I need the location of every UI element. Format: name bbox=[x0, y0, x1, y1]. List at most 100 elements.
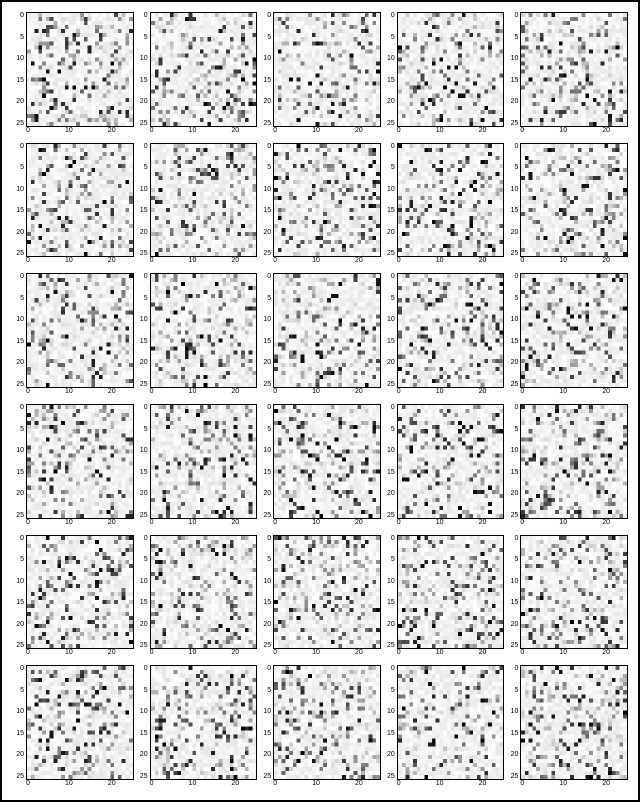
subplot: 051015202501020 bbox=[12, 273, 134, 398]
x-tick: 0 bbox=[273, 127, 277, 134]
x-tick: 0 bbox=[26, 127, 30, 134]
y-tick: 0 bbox=[136, 404, 148, 411]
plot-area: 0510152025 bbox=[136, 12, 258, 127]
y-axis: 0510152025 bbox=[383, 535, 397, 650]
x-axis: 01020 bbox=[506, 127, 628, 137]
y-tick: 15 bbox=[12, 599, 24, 606]
x-axis: 01020 bbox=[12, 127, 134, 137]
y-tick: 5 bbox=[506, 687, 518, 694]
x-axis: 01020 bbox=[136, 388, 258, 398]
y-tick: 15 bbox=[259, 338, 271, 345]
y-tick: 25 bbox=[136, 773, 148, 780]
x-tick: 0 bbox=[150, 780, 154, 787]
heatmap bbox=[150, 404, 258, 519]
y-tick: 0 bbox=[383, 665, 395, 672]
x-axis: 01020 bbox=[136, 257, 258, 267]
y-tick: 25 bbox=[136, 642, 148, 649]
x-tick: 20 bbox=[602, 257, 610, 264]
heatmap-canvas bbox=[398, 274, 504, 387]
y-tick: 5 bbox=[259, 556, 271, 563]
y-tick: 20 bbox=[136, 490, 148, 497]
x-tick: 10 bbox=[559, 257, 567, 264]
y-tick: 20 bbox=[136, 621, 148, 628]
y-tick: 5 bbox=[383, 164, 395, 171]
subplot: 051015202501020 bbox=[136, 535, 258, 660]
x-tick: 10 bbox=[65, 649, 73, 656]
x-tick: 20 bbox=[108, 649, 116, 656]
y-tick: 15 bbox=[383, 77, 395, 84]
x-tick: 10 bbox=[436, 127, 444, 134]
x-tick: 0 bbox=[26, 388, 30, 395]
x-tick: 10 bbox=[436, 519, 444, 526]
y-tick: 25 bbox=[259, 120, 271, 127]
y-axis: 0510152025 bbox=[506, 143, 520, 258]
y-axis: 0510152025 bbox=[383, 273, 397, 388]
y-tick: 0 bbox=[136, 665, 148, 672]
plot-area: 0510152025 bbox=[259, 404, 381, 519]
y-tick: 0 bbox=[259, 404, 271, 411]
y-tick: 15 bbox=[383, 207, 395, 214]
x-tick: 10 bbox=[312, 127, 320, 134]
y-axis: 0510152025 bbox=[259, 273, 273, 388]
subplot: 051015202501020 bbox=[259, 665, 381, 790]
x-axis: 01020 bbox=[259, 649, 381, 659]
plot-area: 0510152025 bbox=[506, 143, 628, 258]
x-axis: 01020 bbox=[259, 780, 381, 790]
heatmap-canvas bbox=[151, 536, 257, 649]
x-tick: 10 bbox=[436, 257, 444, 264]
y-tick: 20 bbox=[506, 751, 518, 758]
y-tick: 5 bbox=[12, 556, 24, 563]
y-tick: 5 bbox=[136, 556, 148, 563]
y-tick: 20 bbox=[506, 490, 518, 497]
y-tick: 15 bbox=[506, 730, 518, 737]
y-tick: 25 bbox=[506, 642, 518, 649]
x-tick: 10 bbox=[189, 127, 197, 134]
y-tick: 15 bbox=[12, 469, 24, 476]
subplot: 051015202501020 bbox=[259, 12, 381, 137]
y-tick: 5 bbox=[383, 426, 395, 433]
y-axis: 0510152025 bbox=[136, 404, 150, 519]
y-tick: 20 bbox=[136, 359, 148, 366]
y-tick: 20 bbox=[12, 621, 24, 628]
y-tick: 25 bbox=[136, 512, 148, 519]
heatmap bbox=[397, 535, 505, 650]
plot-area: 0510152025 bbox=[136, 665, 258, 780]
y-tick: 25 bbox=[259, 381, 271, 388]
y-tick: 15 bbox=[383, 469, 395, 476]
x-axis: 01020 bbox=[12, 257, 134, 267]
y-tick: 15 bbox=[12, 338, 24, 345]
x-axis: 01020 bbox=[12, 388, 134, 398]
x-axis: 01020 bbox=[136, 519, 258, 529]
x-tick: 10 bbox=[189, 780, 197, 787]
x-tick: 20 bbox=[355, 780, 363, 787]
x-tick: 10 bbox=[65, 127, 73, 134]
y-tick: 15 bbox=[136, 338, 148, 345]
plot-area: 0510152025 bbox=[12, 12, 134, 127]
y-tick: 20 bbox=[259, 98, 271, 105]
plot-area: 0510152025 bbox=[12, 273, 134, 388]
y-tick: 5 bbox=[506, 426, 518, 433]
y-tick: 5 bbox=[12, 164, 24, 171]
y-tick: 15 bbox=[136, 730, 148, 737]
subplot: 051015202501020 bbox=[12, 143, 134, 268]
x-tick: 0 bbox=[150, 127, 154, 134]
y-tick: 5 bbox=[506, 295, 518, 302]
y-tick: 20 bbox=[506, 621, 518, 628]
heatmap-canvas bbox=[274, 536, 380, 649]
y-tick: 10 bbox=[506, 55, 518, 62]
y-tick: 5 bbox=[383, 556, 395, 563]
x-tick: 0 bbox=[397, 780, 401, 787]
y-axis: 0510152025 bbox=[12, 12, 26, 127]
y-tick: 25 bbox=[12, 381, 24, 388]
x-tick: 20 bbox=[355, 127, 363, 134]
y-tick: 20 bbox=[383, 490, 395, 497]
heatmap-canvas bbox=[274, 13, 380, 126]
y-tick: 25 bbox=[259, 642, 271, 649]
x-tick: 0 bbox=[26, 519, 30, 526]
y-tick: 0 bbox=[12, 665, 24, 672]
x-axis: 01020 bbox=[383, 388, 505, 398]
heatmap-canvas bbox=[27, 405, 133, 518]
y-tick: 15 bbox=[12, 730, 24, 737]
y-axis: 0510152025 bbox=[383, 404, 397, 519]
x-axis: 01020 bbox=[136, 649, 258, 659]
